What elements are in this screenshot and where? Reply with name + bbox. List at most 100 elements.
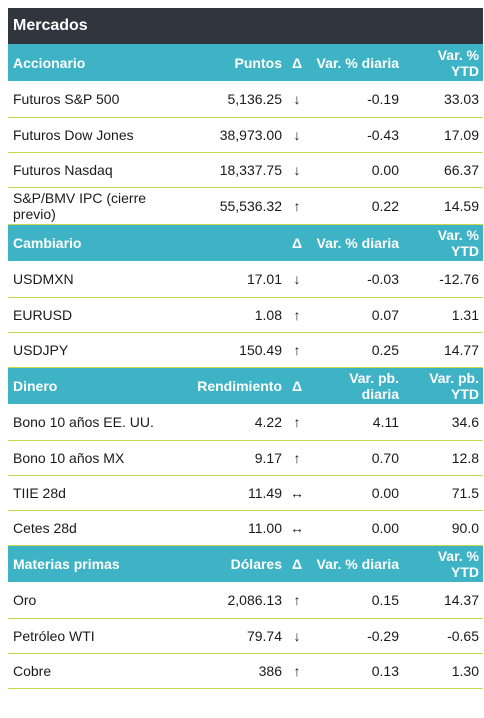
arrow-up-icon: ↑ [286, 404, 308, 441]
row-value: 11.00 [178, 510, 286, 546]
table-row: Futuros S&P 500 5,136.25 ↓ -0.19 33.03 [8, 81, 483, 118]
row-value: 386 [178, 653, 286, 689]
row-value: 79.74 [178, 618, 286, 654]
table-row: Cetes 28d 11.00 ↔ 0.00 90.0 [8, 510, 483, 546]
row-ytd: 1.30 [403, 653, 483, 689]
row-name: Bono 10 años EE. UU. [8, 404, 178, 441]
col-header-ytd: Var. % YTD [403, 44, 483, 81]
row-ytd: -12.76 [403, 261, 483, 298]
row-daily: -0.19 [308, 81, 403, 118]
table-row: Cobre 386 ↑ 0.13 1.30 [8, 653, 483, 689]
arrow-down-icon: ↓ [286, 618, 308, 654]
row-daily: 0.15 [308, 582, 403, 619]
row-daily: 0.22 [308, 187, 403, 225]
row-name: Futuros Nasdaq [8, 152, 178, 188]
arrow-up-icon: ↑ [286, 187, 308, 225]
table-row: EURUSD 1.08 ↑ 0.07 1.31 [8, 297, 483, 333]
row-name: TIIE 28d [8, 475, 178, 511]
section-header-cambiario: Cambiario Δ Var. % diaria Var. % YTD [8, 224, 483, 261]
row-name: Bono 10 años MX [8, 440, 178, 476]
col-header-delta: Δ [286, 44, 308, 81]
col-header-daily: Var. % diaria [308, 44, 403, 81]
row-name: Cetes 28d [8, 510, 178, 546]
row-value: 18,337.75 [178, 152, 286, 188]
col-header-delta: Δ [286, 224, 308, 261]
table-row: Petróleo WTI 79.74 ↓ -0.29 -0.65 [8, 618, 483, 654]
row-ytd: 14.77 [403, 332, 483, 368]
table-row: USDJPY 150.49 ↑ 0.25 14.77 [8, 332, 483, 368]
table-row: Bono 10 años MX 9.17 ↑ 0.70 12.8 [8, 440, 483, 476]
col-header-ytd: Var. pb. YTD [403, 367, 483, 404]
arrow-up-icon: ↑ [286, 440, 308, 476]
arrow-down-icon: ↓ [286, 81, 308, 118]
row-name: USDMXN [8, 261, 178, 298]
row-name: Futuros S&P 500 [8, 81, 178, 118]
table-row: TIIE 28d 11.49 ↔ 0.00 71.5 [8, 475, 483, 511]
row-value: 150.49 [178, 332, 286, 368]
row-name: Futuros Dow Jones [8, 117, 178, 153]
arrow-left-right-icon: ↔ [286, 510, 308, 546]
col-header-daily: Var. % diaria [308, 224, 403, 261]
row-daily: 0.07 [308, 297, 403, 333]
row-name: Oro [8, 582, 178, 619]
row-ytd: 12.8 [403, 440, 483, 476]
row-name: Petróleo WTI [8, 618, 178, 654]
row-value: 5,136.25 [178, 81, 286, 118]
col-header-yield: Rendimiento [178, 367, 286, 404]
section-name: Accionario [8, 44, 178, 81]
col-header-daily: Var. % diaria [308, 545, 403, 582]
row-ytd: 14.37 [403, 582, 483, 619]
col-header-value [178, 224, 286, 261]
row-daily: -0.29 [308, 618, 403, 654]
row-name: USDJPY [8, 332, 178, 368]
col-header-ytd: Var. % YTD [403, 224, 483, 261]
row-name: Cobre [8, 653, 178, 689]
arrow-up-icon: ↑ [286, 582, 308, 619]
row-ytd: 66.37 [403, 152, 483, 188]
row-value: 9.17 [178, 440, 286, 476]
row-daily: 0.00 [308, 510, 403, 546]
row-ytd: 1.31 [403, 297, 483, 333]
row-value: 4.22 [178, 404, 286, 441]
row-daily: -0.43 [308, 117, 403, 153]
arrow-down-icon: ↓ [286, 261, 308, 298]
row-ytd: 90.0 [403, 510, 483, 546]
row-ytd: 33.03 [403, 81, 483, 118]
row-daily: -0.03 [308, 261, 403, 298]
table-row: Oro 2,086.13 ↑ 0.15 14.37 [8, 582, 483, 619]
row-value: 55,536.32 [178, 187, 286, 225]
arrow-up-icon: ↑ [286, 332, 308, 368]
col-header-delta: Δ [286, 545, 308, 582]
arrow-down-icon: ↓ [286, 117, 308, 153]
section-name: Materias primas [8, 545, 178, 582]
row-ytd: -0.65 [403, 618, 483, 654]
row-value: 2,086.13 [178, 582, 286, 619]
row-ytd: 14.59 [403, 187, 483, 225]
markets-panel: Mercados Accionario Puntos Δ Var. % diar… [8, 8, 483, 689]
table-row: Bono 10 años EE. UU. 4.22 ↑ 4.11 34.6 [8, 404, 483, 441]
arrow-down-icon: ↓ [286, 152, 308, 188]
col-header-points: Puntos [178, 44, 286, 81]
col-header-dollars: Dólares [178, 545, 286, 582]
section-name: Dinero [8, 367, 178, 404]
section-name: Cambiario [8, 224, 178, 261]
panel-title: Mercados [8, 8, 483, 44]
row-value: 38,973.00 [178, 117, 286, 153]
col-header-delta: Δ [286, 367, 308, 404]
arrow-up-icon: ↑ [286, 297, 308, 333]
row-daily: 0.13 [308, 653, 403, 689]
row-ytd: 71.5 [403, 475, 483, 511]
row-daily: 0.70 [308, 440, 403, 476]
row-ytd: 34.6 [403, 404, 483, 441]
col-header-daily: Var. pb. diaria [308, 367, 403, 404]
row-name: S&P/BMV IPC (cierre previo) [8, 187, 178, 225]
row-daily: 0.25 [308, 332, 403, 368]
row-name: EURUSD [8, 297, 178, 333]
row-value: 11.49 [178, 475, 286, 511]
row-value: 17.01 [178, 261, 286, 298]
arrow-up-icon: ↑ [286, 653, 308, 689]
row-daily: 0.00 [308, 475, 403, 511]
row-daily: 4.11 [308, 404, 403, 441]
row-daily: 0.00 [308, 152, 403, 188]
table-row: Futuros Dow Jones 38,973.00 ↓ -0.43 17.0… [8, 117, 483, 153]
